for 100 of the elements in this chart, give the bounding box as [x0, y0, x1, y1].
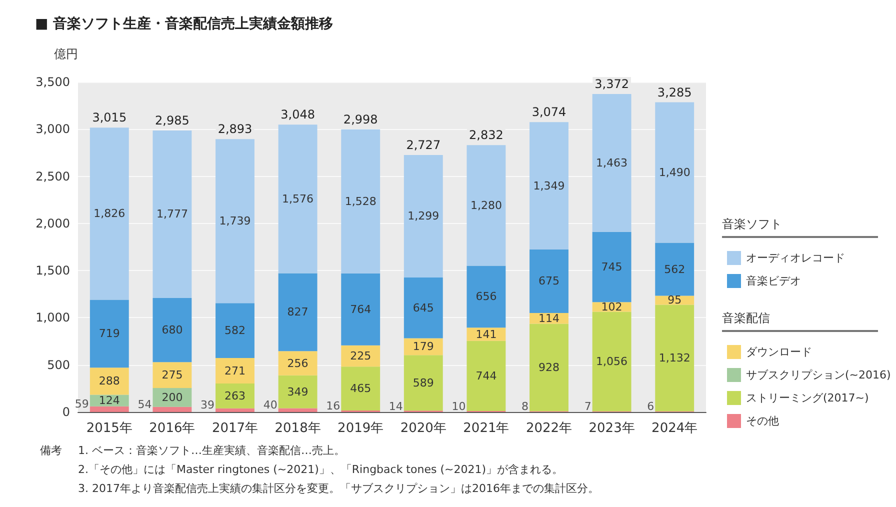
- bar: [466, 340, 506, 412]
- y-axis-title: 億円: [54, 47, 78, 61]
- x-tick-label: 2019年: [338, 421, 384, 436]
- bar: [655, 102, 694, 243]
- bar: [90, 300, 129, 368]
- x-tick-label: 2018年: [274, 421, 321, 436]
- bar: [404, 277, 443, 338]
- data-label: 744: [476, 369, 497, 382]
- bar: [216, 303, 254, 358]
- bar: [152, 388, 192, 407]
- bar: [278, 124, 318, 274]
- data-label: 200: [162, 390, 183, 404]
- total-label: 2,832: [469, 128, 504, 142]
- data-label: 582: [224, 324, 246, 338]
- bar: [592, 94, 632, 232]
- bar: [341, 129, 380, 274]
- data-label: 764: [350, 302, 372, 316]
- data-label: 465: [350, 382, 372, 396]
- total-label: 3,048: [280, 108, 315, 122]
- bar: [216, 384, 254, 408]
- bar: [90, 128, 129, 300]
- data-label: 16: [326, 400, 340, 413]
- y-tick-label: 1,000: [36, 310, 70, 325]
- bar: [341, 273, 380, 346]
- data-label: 225: [350, 350, 372, 363]
- data-label: 349: [287, 385, 308, 398]
- data-label: 1,463: [596, 156, 628, 170]
- data-label: 1,056: [596, 355, 628, 368]
- data-label: 39: [200, 398, 215, 412]
- total-label: 3,074: [532, 105, 566, 120]
- y-tick-label: 1,500: [36, 264, 70, 278]
- bar: [530, 324, 568, 412]
- x-tick-label: 2016年: [149, 421, 196, 436]
- data-label: 928: [538, 360, 560, 374]
- legend-label: その他: [746, 414, 779, 428]
- x-tick-label: 2021年: [463, 421, 510, 436]
- data-label: 95: [668, 294, 682, 307]
- data-label: 59: [74, 398, 89, 411]
- data-label: 102: [601, 300, 622, 314]
- data-label: 745: [601, 260, 622, 274]
- bar: [592, 312, 632, 412]
- legend-label: 音楽ビデオ: [746, 274, 801, 288]
- total-label: 3,372: [594, 76, 629, 91]
- data-label: 1,777: [156, 208, 188, 221]
- data-label: 263: [224, 389, 246, 402]
- data-label: 8: [522, 400, 529, 414]
- legend-label: ダウンロード: [746, 346, 812, 358]
- text: 3. 2017年より音楽配信売上実績の集計区分を変更。「サブスクリプション」は2016年までの集計区分。: [78, 482, 599, 495]
- text: 音楽配信: [722, 311, 770, 325]
- data-label: 1,280: [470, 198, 502, 212]
- data-label: 1,132: [658, 352, 690, 365]
- data-label: 54: [138, 398, 152, 411]
- bar: [216, 408, 254, 412]
- legend-label: サブスクリプション(~2016): [746, 368, 891, 382]
- bar: [90, 368, 129, 395]
- bar: [341, 345, 380, 367]
- bar: [655, 242, 694, 296]
- bar: [278, 273, 318, 352]
- data-label: 1,739: [219, 214, 251, 228]
- data-label: 562: [664, 262, 686, 276]
- bar: [404, 154, 443, 278]
- data-label: 719: [98, 327, 120, 340]
- x-tick-label: 2015年: [86, 421, 132, 436]
- bar: [278, 408, 318, 412]
- data-label: 675: [538, 274, 560, 288]
- data-label: 14: [388, 400, 403, 413]
- data-label: 1,826: [94, 207, 126, 220]
- bar: [216, 139, 254, 304]
- data-label: 141: [476, 328, 497, 341]
- data-label: 288: [98, 374, 120, 388]
- y-tick-label: 500: [47, 358, 70, 372]
- x-tick-label: 2024年: [652, 421, 698, 436]
- total-label: 2,985: [155, 113, 190, 128]
- bar: [216, 358, 254, 384]
- bar: [655, 304, 694, 412]
- total-label: 2,998: [343, 112, 378, 126]
- data-label: 1,299: [408, 210, 440, 223]
- total-label: 2,893: [218, 122, 252, 136]
- bar: [152, 362, 192, 388]
- data-label: 275: [162, 368, 183, 382]
- bar: [341, 366, 380, 410]
- bar: [152, 406, 192, 412]
- bar: [90, 406, 129, 412]
- data-label: 1,490: [658, 166, 690, 180]
- data-label: 179: [412, 340, 434, 354]
- data-label: 827: [287, 306, 308, 319]
- x-tick-label: 2017年: [212, 421, 258, 436]
- bar: [152, 130, 192, 298]
- chart-title: ■ 音楽ソフト生産・音楽配信売上実績金額推移: [35, 15, 334, 32]
- text: 1. ベース：音楽ソフト…生産実績、音楽配信…売上。: [78, 444, 345, 457]
- data-label: 680: [162, 324, 183, 337]
- y-tick-label: 3,000: [36, 122, 70, 136]
- data-label: 6: [647, 400, 654, 414]
- data-label: 124: [98, 394, 120, 408]
- data-label: 7: [584, 400, 592, 414]
- text: 2.「その他」には「Master ringtones (~2021)」、「Ringback tones (~2021)」が含まれる。: [78, 463, 563, 476]
- total-label: 2,727: [406, 138, 441, 152]
- data-label: 256: [287, 356, 308, 370]
- y-tick-label: 2,000: [36, 216, 70, 230]
- data-label: 1,528: [344, 194, 376, 208]
